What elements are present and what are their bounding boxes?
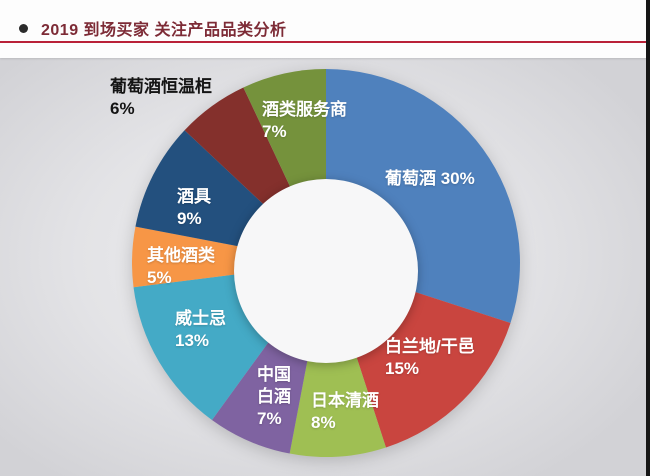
segment-label-brandy-cognac: 白兰地/干邑 15% bbox=[385, 337, 475, 379]
segment-label-whisky: 威士忌 13% bbox=[175, 309, 226, 351]
donut-segment-other-alcohol bbox=[132, 226, 326, 288]
segment-label-wine-cabinet: 葡萄酒恒温柜 6% bbox=[110, 77, 212, 119]
segment-label-chinese-baijiu: 中国 白酒 7% bbox=[257, 365, 291, 429]
segment-label-wine: 葡萄酒 30% bbox=[385, 169, 475, 188]
segment-label-other-alcohol: 其他酒类 5% bbox=[147, 246, 215, 288]
slide-header: 2019 到场买家 关注产品品类分析 bbox=[0, 0, 650, 58]
segment-label-alcohol-service: 酒类服务商 7% bbox=[262, 100, 347, 142]
right-edge-bar bbox=[646, 0, 650, 476]
segment-label-drinkware: 酒具 9% bbox=[177, 187, 211, 229]
donut-hole bbox=[234, 179, 418, 363]
segment-label-japanese-sake: 日本清酒 8% bbox=[311, 391, 379, 433]
header-underline bbox=[0, 41, 650, 43]
page-title: 2019 到场买家 关注产品品类分析 bbox=[41, 22, 287, 39]
bullet-icon bbox=[19, 24, 28, 33]
